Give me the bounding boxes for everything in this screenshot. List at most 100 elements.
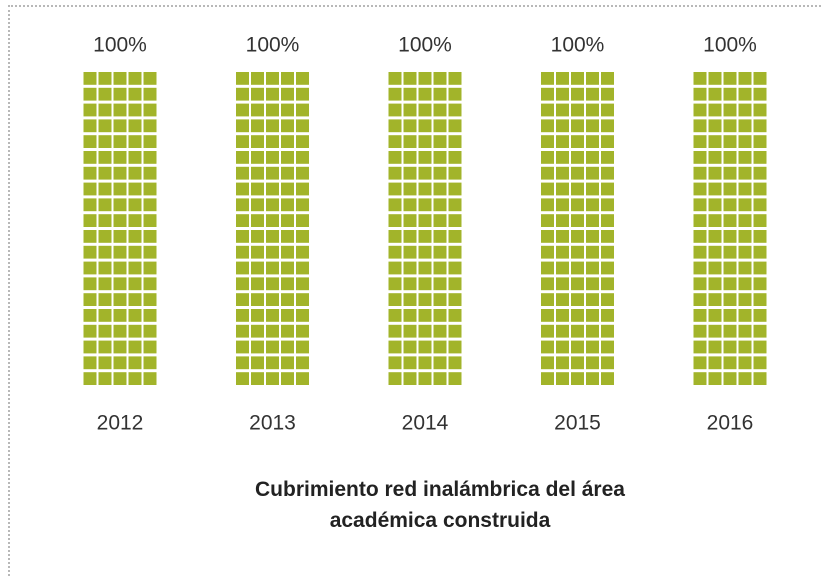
waffle-cell: [571, 372, 584, 385]
waffle-cell: [83, 324, 97, 338]
waffle-cell: [83, 87, 97, 101]
waffle-cell: [236, 230, 249, 243]
waffle-cell: [113, 198, 127, 212]
waffle-cell: [433, 72, 447, 85]
waffle-cell: [693, 324, 707, 338]
waffle-cell: [388, 135, 402, 148]
waffle-cell: [723, 324, 737, 338]
waffle-cell: [693, 261, 707, 275]
waffle-cell: [388, 245, 402, 259]
waffle-cell: [448, 182, 462, 196]
waffle-cell: [433, 309, 447, 322]
waffle-cell: [388, 372, 402, 385]
waffle-cell: [143, 324, 157, 338]
waffle-cell: [143, 309, 157, 322]
waffle-cell: [693, 87, 707, 101]
waffle-cell: [403, 309, 417, 322]
waffle-cell: [693, 245, 707, 259]
waffle-cell: [433, 135, 447, 148]
waffle-cell: [708, 293, 722, 306]
waffle-cell: [723, 293, 737, 306]
waffle-cell: [296, 87, 309, 101]
waffle-cell: [251, 245, 264, 259]
waffle-cell: [236, 151, 249, 164]
value-label: 100%: [93, 34, 147, 57]
waffle-cell: [296, 151, 309, 164]
waffle-cell: [753, 103, 767, 117]
waffle-cell: [433, 324, 447, 338]
waffle-cell: [433, 119, 447, 133]
waffle-cell: [388, 324, 402, 338]
waffle-cell: [128, 166, 142, 180]
waffle-cell: [266, 293, 279, 306]
waffle-cell: [266, 151, 279, 164]
waffle-cell: [571, 230, 584, 243]
waffle-cell: [113, 87, 127, 101]
waffle-cell: [236, 182, 249, 196]
waffle-cell: [143, 245, 157, 259]
waffle-cell: [296, 372, 309, 385]
waffle-cell: [388, 277, 402, 291]
waffle-cell: [708, 261, 722, 275]
waffle-cell: [143, 214, 157, 227]
waffle-cell: [143, 72, 157, 85]
waffle-cell: [236, 87, 249, 101]
waffle-cell: [571, 72, 584, 85]
waffle-cell: [251, 309, 264, 322]
waffle-cell: [418, 214, 432, 227]
waffle-cell: [281, 103, 294, 117]
waffle-cell: [723, 87, 737, 101]
waffle-cell: [448, 356, 462, 370]
waffle-cell: [433, 356, 447, 370]
waffle-cell: [693, 372, 707, 385]
waffle-cell: [236, 245, 249, 259]
waffle-cell: [98, 214, 112, 227]
waffle-cell: [723, 261, 737, 275]
waffle-cell: [418, 119, 432, 133]
waffle-cell: [418, 135, 432, 148]
waffle-cell: [403, 103, 417, 117]
waffle-cell: [753, 214, 767, 227]
waffle-cell: [738, 198, 752, 212]
waffle-cell: [266, 182, 279, 196]
waffle-cell: [113, 72, 127, 85]
waffle-cell: [586, 324, 599, 338]
waffle-cell: [83, 119, 97, 133]
waffle-cell: [143, 340, 157, 354]
waffle-cell: [556, 182, 569, 196]
waffle-cell: [281, 261, 294, 275]
waffle-cell: [586, 230, 599, 243]
waffle-cell: [388, 356, 402, 370]
waffle-cell: [433, 103, 447, 117]
waffle-cell: [113, 135, 127, 148]
waffle-cell: [128, 182, 142, 196]
waffle-cell: [723, 230, 737, 243]
waffle-cell: [586, 72, 599, 85]
waffle-cell: [296, 309, 309, 322]
waffle-cell: [128, 324, 142, 338]
waffle-cell: [281, 87, 294, 101]
waffle-cell: [556, 198, 569, 212]
waffle-cell: [418, 277, 432, 291]
waffle-cell: [236, 166, 249, 180]
waffle-cell: [296, 230, 309, 243]
waffle-cell: [251, 135, 264, 148]
waffle-cell: [541, 372, 554, 385]
waffle-cell: [448, 214, 462, 227]
waffle-cell: [98, 72, 112, 85]
waffle-cell: [571, 324, 584, 338]
waffle-cell: [266, 261, 279, 275]
waffle-cell: [403, 324, 417, 338]
waffle-cell: [753, 340, 767, 354]
waffle-cell: [143, 372, 157, 385]
waffle-cell: [251, 356, 264, 370]
waffle-cell: [266, 135, 279, 148]
waffle-cell: [708, 340, 722, 354]
waffle-cell: [601, 103, 614, 117]
waffle-cell: [98, 293, 112, 306]
x-tick-label: 2013: [249, 412, 296, 435]
waffle-cell: [98, 119, 112, 133]
waffle-cell: [556, 135, 569, 148]
waffle-cell: [83, 309, 97, 322]
